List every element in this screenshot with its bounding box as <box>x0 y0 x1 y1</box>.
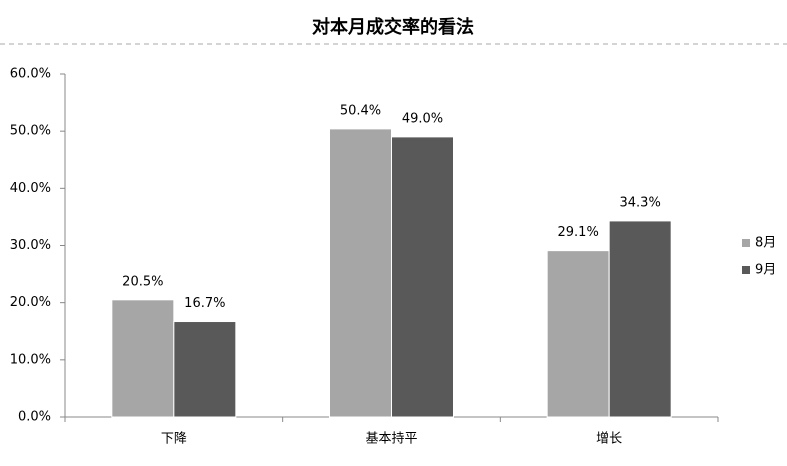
y-tick-label: 40.0% <box>10 181 51 196</box>
chart-title: 对本月成交率的看法 <box>312 16 474 38</box>
y-tick-label: 10.0% <box>10 352 51 367</box>
bar <box>391 136 454 418</box>
bar <box>111 299 175 418</box>
y-tick-label: 30.0% <box>10 238 51 253</box>
value-label: 29.1% <box>558 225 599 240</box>
y-tick-label: 50.0% <box>10 124 51 139</box>
x-tick-label: 增长 <box>596 432 622 447</box>
y-tick-label: 20.0% <box>10 295 51 310</box>
x-tick-label: 基本持平 <box>365 432 417 447</box>
legend-swatch <box>742 239 750 247</box>
y-tick-label: 0.0% <box>18 410 51 425</box>
value-label: 34.3% <box>620 195 661 210</box>
bar <box>173 321 237 418</box>
x-tick-label: 下降 <box>161 432 187 447</box>
bar <box>608 220 672 418</box>
value-label: 49.0% <box>402 111 443 126</box>
value-label: 50.4% <box>340 103 381 118</box>
value-label: 16.7% <box>184 296 225 311</box>
value-label: 20.5% <box>122 274 163 289</box>
legend-label: 8月 <box>755 236 776 251</box>
bar <box>546 250 610 418</box>
legend-swatch <box>742 266 750 274</box>
y-tick-label: 60.0% <box>10 67 51 82</box>
legend-label: 9月 <box>755 263 776 278</box>
bar <box>329 128 392 418</box>
